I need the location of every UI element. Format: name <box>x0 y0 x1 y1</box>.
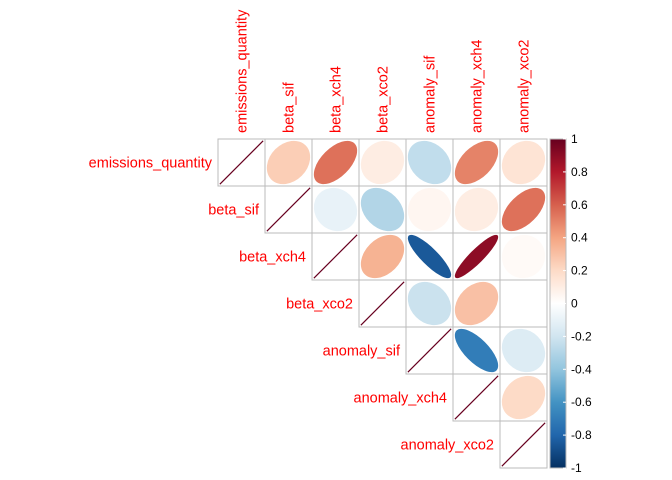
colorbar-tick-label: -0.2 <box>571 329 592 343</box>
row-label-beta_xch4: beta_xch4 <box>239 250 306 266</box>
ellipse-beta_xco2-anomaly_xco2 <box>501 281 546 326</box>
ellipse-beta_sif-beta_xch4 <box>313 187 358 232</box>
ellipse-emissions_quantity-beta_sif <box>266 140 311 185</box>
ellipse-beta_xco2-anomaly_sif <box>407 281 452 326</box>
colorbar-tick-label: -0.4 <box>571 362 592 376</box>
ellipse-beta_xch4-beta_xco2 <box>360 234 405 279</box>
ellipse-emissions_quantity-emissions_quantity <box>219 140 264 185</box>
col-label-emissions_quantity: emissions_quantity <box>235 9 251 133</box>
ellipse-emissions_quantity-anomaly_xch4 <box>454 140 499 185</box>
colorbar-tick-label: 0.6 <box>571 198 588 212</box>
variable-labels: emissions_quantityemissions_quantitybeta… <box>89 9 533 454</box>
row-label-beta_xco2: beta_xco2 <box>286 297 353 313</box>
colorbar-tick-label: -0.6 <box>571 395 592 409</box>
row-label-anomaly_xch4: anomaly_xch4 <box>354 391 448 407</box>
ellipse-anomaly_sif-anomaly_xco2 <box>501 328 546 373</box>
col-label-beta_xch4: beta_xch4 <box>329 66 345 133</box>
colorbar-tick-label: 1 <box>571 132 578 146</box>
ellipse-anomaly_xch4-anomaly_xco2 <box>501 375 546 420</box>
ellipse-beta_xco2-beta_xco2 <box>360 281 405 326</box>
row-label-anomaly_xco2: anomaly_xco2 <box>401 438 495 454</box>
ellipse-emissions_quantity-anomaly_sif <box>407 140 452 185</box>
col-label-beta_sif: beta_sif <box>282 81 298 133</box>
ellipse-anomaly_sif-anomaly_xch4 <box>454 328 499 373</box>
row-label-emissions_quantity: emissions_quantity <box>89 156 213 172</box>
col-label-anomaly_sif: anomaly_sif <box>423 55 439 133</box>
ellipse-beta_sif-anomaly_xch4 <box>454 187 499 232</box>
ellipse-beta_xco2-anomaly_xch4 <box>454 281 499 326</box>
ellipse-beta_xch4-anomaly_xch4 <box>454 234 499 279</box>
ellipse-beta_sif-beta_xco2 <box>360 187 405 232</box>
row-label-anomaly_sif: anomaly_sif <box>323 344 401 360</box>
col-label-anomaly_xco2: anomaly_xco2 <box>517 40 533 134</box>
ellipse-beta_xch4-anomaly_xco2 <box>501 234 546 279</box>
matrix-cells <box>219 140 546 467</box>
ellipse-beta_xch4-anomaly_sif <box>407 234 452 279</box>
colorbar-tick-label: 0.4 <box>571 231 588 245</box>
colorbar-tick-label: 0 <box>571 297 578 311</box>
ellipse-anomaly_xch4-anomaly_xch4 <box>454 375 499 420</box>
ellipse-beta_xch4-beta_xch4 <box>313 234 358 279</box>
colorbar-tick-label: 0.8 <box>571 165 588 179</box>
colorbar-tick-label: -0.8 <box>571 428 592 442</box>
ellipse-emissions_quantity-beta_xco2 <box>360 140 405 185</box>
col-label-anomaly_xch4: anomaly_xch4 <box>470 40 486 134</box>
ellipse-emissions_quantity-beta_xch4 <box>313 140 358 185</box>
ellipse-beta_sif-anomaly_xco2 <box>501 187 546 232</box>
colorbar: 1 0.8 0.6 0.4 0.2 0 -0.2 -0.4 -0.6 -0.8 -1 <box>549 132 592 475</box>
row-label-beta_sif: beta_sif <box>208 203 260 219</box>
ellipse-beta_sif-anomaly_sif <box>407 187 452 232</box>
colorbar-tick-label: 0.2 <box>571 264 588 278</box>
colorbar-tick-label: -1 <box>571 461 582 475</box>
ellipse-anomaly_xco2-anomaly_xco2 <box>501 422 546 467</box>
ellipse-anomaly_sif-anomaly_sif <box>407 328 452 373</box>
ellipse-beta_sif-beta_sif <box>266 187 311 232</box>
col-label-beta_xco2: beta_xco2 <box>376 66 392 133</box>
ellipse-emissions_quantity-anomaly_xco2 <box>501 140 546 185</box>
